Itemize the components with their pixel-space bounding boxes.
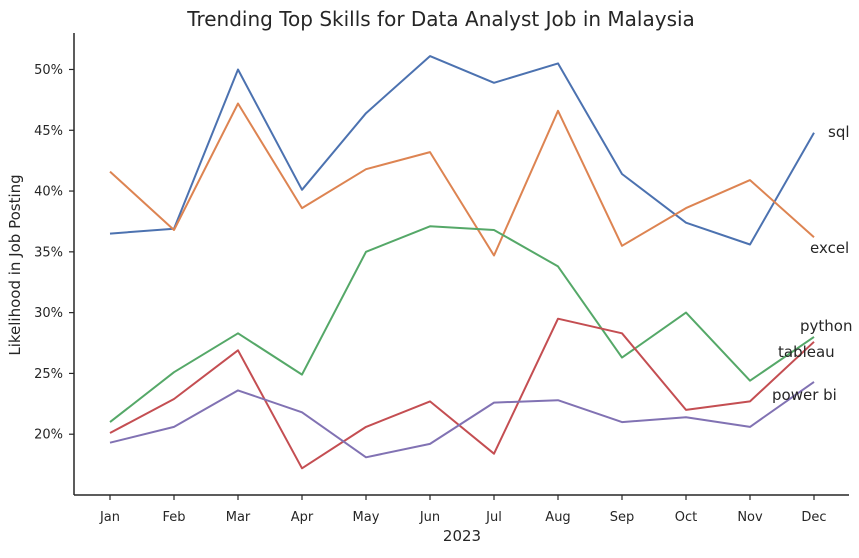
series-label-tableau: tableau <box>778 343 835 361</box>
x-tick-label: Nov <box>737 510 763 525</box>
x-tick-label: Sep <box>610 510 635 525</box>
y-tick-label: 30% <box>34 306 63 321</box>
x-tick-label: Dec <box>801 510 826 525</box>
y-tick-label: 45% <box>34 124 63 139</box>
series-label-excel: excel <box>810 239 849 257</box>
x-tick-label: Feb <box>162 510 185 525</box>
y-tick-label: 40% <box>34 185 63 200</box>
x-tick-label: Jun <box>419 510 440 525</box>
x-axis: Jan Feb Mar Apr May Jun Jul Aug Sep Oct Nov Dec <box>99 495 827 525</box>
series-labels: sql excel python tableau power bi <box>772 123 852 404</box>
x-tick-label: Aug <box>545 510 570 525</box>
series-layer <box>109 55 815 470</box>
y-tick-label: 35% <box>34 245 63 260</box>
x-tick-label: Oct <box>675 510 697 525</box>
chart-title: Trending Top Skills for Data Analyst Job… <box>186 7 695 31</box>
x-tick-label: Jan <box>99 510 120 525</box>
series-label-sql: sql <box>828 123 850 141</box>
x-tick-label: May <box>353 510 380 525</box>
series-line-tableau <box>109 317 815 470</box>
x-axis-label: 2023 <box>443 527 481 545</box>
y-tick-label: 25% <box>34 367 63 382</box>
y-axis-label: Likelihood in Job Posting <box>6 174 24 355</box>
series-label-python: python <box>800 317 852 335</box>
y-tick-label: 20% <box>34 428 63 443</box>
y-axis: 20% 25% 30% 35% 40% 45% 50% <box>34 63 74 443</box>
series-line-python <box>109 225 815 423</box>
series-line-power-bi <box>109 381 815 459</box>
series-line-sql <box>109 55 815 246</box>
x-tick-label: Mar <box>226 510 251 525</box>
x-tick-label: Apr <box>291 510 314 525</box>
series-line-excel <box>109 102 815 257</box>
x-tick-label: Jul <box>485 510 502 525</box>
y-tick-label: 50% <box>34 63 63 78</box>
series-label-power-bi: power bi <box>772 386 837 404</box>
